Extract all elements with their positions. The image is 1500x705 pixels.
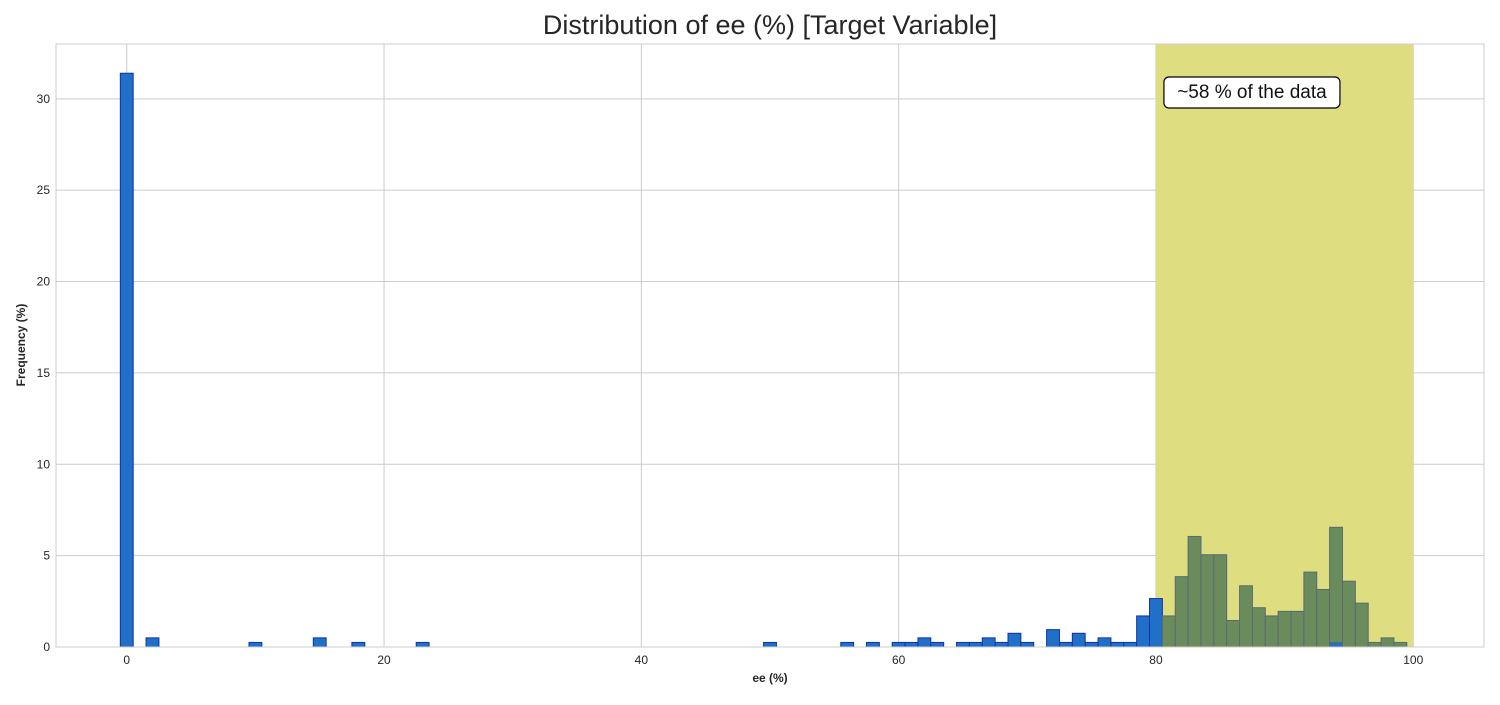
histogram-bar-highlighted <box>1290 610 1305 648</box>
histogram-bar <box>840 641 855 648</box>
x-tick-label: 40 <box>635 653 649 667</box>
histogram-bar-highlighted <box>1213 554 1228 648</box>
histogram-bar <box>994 641 1009 648</box>
histogram-bar-highlighted <box>1329 526 1343 648</box>
histogram-bar-highlighted <box>1277 610 1292 648</box>
histogram-bar <box>1084 641 1099 648</box>
annotation-text: ~58 % of the data <box>1177 82 1327 103</box>
histogram-bar <box>415 641 430 648</box>
histogram-bar-highlighted <box>1303 571 1318 648</box>
histogram-bar-highlighted <box>1200 554 1215 648</box>
x-tick-label: 100 <box>1403 653 1423 667</box>
annotation-box <box>1163 76 1341 109</box>
histogram-bar <box>865 641 880 648</box>
histogram-bar <box>1007 632 1022 648</box>
histogram-bar <box>1046 629 1060 648</box>
x-tick-label: 60 <box>892 653 906 667</box>
plot-frame <box>55 43 1485 648</box>
histogram-bar-highlighted <box>1393 641 1408 648</box>
histogram-bar <box>981 637 996 648</box>
histogram-bar <box>891 641 906 648</box>
histogram-bar-highlighted <box>1341 580 1356 648</box>
histogram-bar <box>956 641 970 648</box>
x-tick-label: 80 <box>1149 653 1163 667</box>
histogram-bar-highlighted <box>1316 588 1331 648</box>
histogram-bar <box>351 641 366 648</box>
x-axis-label: ee (%) <box>752 671 787 685</box>
histogram-bar-highlighted <box>1239 585 1253 648</box>
histogram-bar <box>248 641 263 648</box>
histogram-bar-highlighted <box>1380 637 1395 648</box>
y-tick-label: 5 <box>43 549 50 563</box>
histogram-bar-highlighted <box>1354 602 1369 648</box>
chart-title: Distribution of ee (%) [Target Variable] <box>543 10 997 40</box>
y-tick-label: 20 <box>37 275 51 289</box>
y-tick-label: 0 <box>43 640 50 654</box>
histogram-bar <box>1058 641 1073 648</box>
histogram-bar-highlighted <box>1226 620 1241 648</box>
histogram-bar-highlighted <box>1161 615 1176 648</box>
histogram-bar <box>763 641 777 648</box>
histogram-bar <box>119 72 134 648</box>
x-tick-label: 20 <box>377 653 391 667</box>
histogram-bar-highlighted <box>1367 641 1382 648</box>
histogram-bar <box>145 637 160 648</box>
histogram-bar <box>1020 641 1035 648</box>
histogram-bar <box>917 637 932 648</box>
histogram-bar <box>1329 641 1343 648</box>
y-axis-label: Frequency (%) <box>14 304 28 387</box>
histogram-bar <box>1110 641 1125 648</box>
histogram-bar-highlighted <box>1174 576 1189 648</box>
histogram-bar-highlighted <box>1187 535 1202 648</box>
y-tick-label: 10 <box>37 457 51 471</box>
histogram-bar <box>1097 637 1112 648</box>
histogram-bar-highlighted <box>1251 607 1266 648</box>
histogram-bar <box>1136 615 1151 648</box>
histogram-bar <box>1123 641 1138 648</box>
histogram-bar <box>904 641 919 648</box>
histogram-bar <box>968 641 983 648</box>
y-tick-label: 25 <box>37 183 51 197</box>
y-tick-label: 30 <box>37 92 51 106</box>
histogram-bar <box>312 637 327 648</box>
x-tick-label: 0 <box>123 653 130 667</box>
histogram-bar <box>930 641 945 648</box>
plot-area: ~58 % of the data 0 20 40 60 80 100 0 5 10 15 20 25 3… <box>37 43 1485 667</box>
y-tick-label: 15 <box>37 366 51 380</box>
histogram-bar-highlighted <box>1264 615 1279 648</box>
histogram-bar <box>1149 598 1163 648</box>
histogram-bar <box>1071 632 1086 648</box>
